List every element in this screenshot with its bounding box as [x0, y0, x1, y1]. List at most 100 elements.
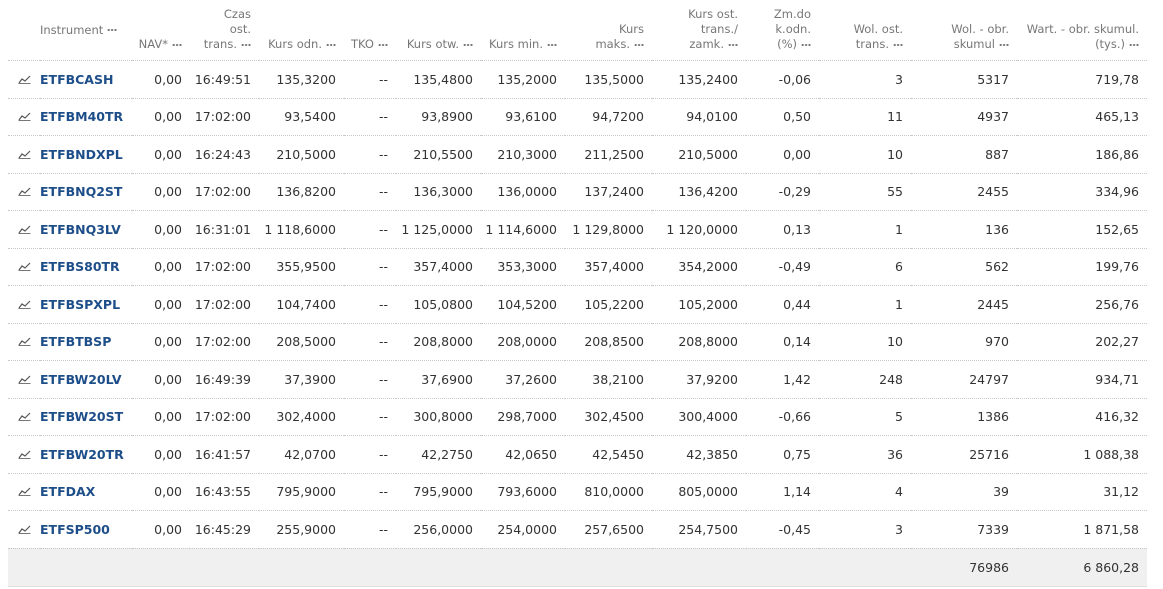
menu-dots[interactable] — [241, 42, 251, 47]
cell: 334,96 — [1017, 173, 1147, 211]
menu-dots[interactable] — [999, 42, 1009, 47]
data-row: ETFBW20ST 0,00 17:02:00 302,4000 -- 300,8000 2… — [8, 398, 1147, 436]
cell: 795,9000 — [259, 473, 344, 511]
data-row: ETFDAX 0,00 16:43:55 795,9000 -- 795,9000 793,… — [8, 473, 1147, 511]
cell: 355,9500 — [259, 248, 344, 286]
column-header[interactable]: Kurs min. — [481, 0, 565, 61]
column-header[interactable]: Kurs ost. trans./ zamk. — [652, 0, 746, 61]
menu-dots[interactable] — [463, 42, 473, 47]
cell: 42,2750 — [396, 435, 481, 474]
cell: 105,2200 — [565, 285, 652, 324]
cell: 255,9000 — [259, 510, 344, 549]
column-header[interactable]: Kurs odn. — [259, 0, 344, 61]
menu-dots[interactable] — [547, 42, 557, 47]
instrument-link[interactable]: ETFBCASH — [40, 60, 132, 99]
instrument-link[interactable]: ETFBM40TR — [40, 98, 132, 136]
icon-cell — [8, 285, 40, 324]
cell: -- — [344, 210, 396, 249]
chart-icon[interactable] — [18, 524, 31, 534]
chart-icon[interactable] — [18, 111, 31, 122]
menu-dots[interactable] — [326, 42, 336, 47]
menu-dots[interactable] — [893, 42, 903, 47]
cell: 0,00 — [132, 435, 190, 474]
header-label: Kurs min. — [489, 37, 543, 51]
instrument-link[interactable]: ETFDAX — [40, 473, 132, 511]
footer-row: 76986 6 860,28 — [8, 548, 1147, 587]
cell: 5 — [819, 398, 911, 436]
chart-icon[interactable] — [18, 224, 31, 234]
cell: 104,7400 — [259, 285, 344, 324]
icon-cell — [8, 323, 40, 361]
cell: 17:02:00 — [190, 248, 259, 286]
cell: 17:02:00 — [190, 398, 259, 436]
instrument-link[interactable]: ETFBTBSP — [40, 323, 132, 361]
column-header[interactable]: Instrument — [40, 0, 132, 61]
instrument-link[interactable]: ETFBS80TR — [40, 248, 132, 286]
instrument-link[interactable]: ETFBW20ST — [40, 398, 132, 436]
cell: 0,44 — [746, 285, 819, 324]
instrument-link[interactable]: ETFBW20LV — [40, 360, 132, 399]
cell: 0,50 — [746, 98, 819, 136]
cell: -- — [344, 473, 396, 511]
cell: 136,8200 — [259, 173, 344, 211]
column-header[interactable]: Kurs otw. — [396, 0, 481, 61]
column-header[interactable]: Wol. - obr. skumul — [911, 0, 1017, 61]
menu-dots[interactable] — [172, 42, 182, 47]
chart-icon[interactable] — [18, 186, 31, 197]
cell: 16:41:57 — [190, 435, 259, 474]
chart-icon[interactable] — [18, 149, 31, 159]
menu-dots[interactable] — [1129, 42, 1139, 47]
cell: 353,3000 — [481, 248, 565, 286]
chart-icon[interactable] — [18, 299, 31, 309]
cell: 795,9000 — [396, 473, 481, 511]
menu-dots[interactable] — [107, 28, 118, 32]
column-header[interactable]: Wol. ost. trans. — [819, 0, 911, 61]
cell: 37,9200 — [652, 360, 746, 399]
data-row: ETFBNDXPL 0,00 16:24:43 210,5000 -- 210,5500 2… — [8, 135, 1147, 174]
cell: 42,3850 — [652, 435, 746, 474]
cell: 0,00 — [746, 135, 819, 174]
column-header[interactable]: Wart. - obr. skumul. (tys.) — [1017, 0, 1147, 61]
chart-icon[interactable] — [18, 486, 31, 497]
chart-icon[interactable] — [18, 411, 31, 422]
chart-icon[interactable] — [18, 74, 31, 84]
column-header[interactable]: NAV* — [132, 0, 190, 61]
column-header[interactable]: Zm.do k.odn. (%) — [746, 0, 819, 61]
header-label: Kurs odn. — [268, 37, 322, 51]
instrument-link[interactable]: ETFBW20TR — [40, 435, 132, 474]
chart-icon[interactable] — [18, 261, 31, 272]
cell: 248 — [819, 360, 911, 399]
chart-icon[interactable] — [18, 449, 31, 459]
data-row: ETFSP500 0,00 16:45:29 255,9000 -- 256,0000 25… — [8, 510, 1147, 549]
menu-dots[interactable] — [378, 42, 388, 47]
instrument-link[interactable]: ETFBNQ2ST — [40, 173, 132, 211]
cell: 934,71 — [1017, 360, 1147, 399]
header-label: Wol. - obr. skumul — [951, 22, 1009, 51]
cell: 0,00 — [132, 248, 190, 286]
cell: 202,27 — [1017, 323, 1147, 361]
instrument-link[interactable]: ETFSP500 — [40, 510, 132, 549]
icon-cell — [8, 360, 40, 399]
instrument-link[interactable]: ETFBSPXPL — [40, 285, 132, 324]
cell: 93,6100 — [481, 98, 565, 136]
cell: 31,12 — [1017, 473, 1147, 511]
cell: -- — [344, 323, 396, 361]
column-header[interactable]: Czas ost. trans. — [190, 0, 259, 61]
menu-dots[interactable] — [728, 42, 738, 47]
cell: 887 — [911, 135, 1017, 174]
cell: 5317 — [911, 60, 1017, 99]
instrument-link[interactable]: ETFBNQ3LV — [40, 210, 132, 249]
menu-dots[interactable] — [801, 42, 811, 47]
cell: 0,00 — [132, 398, 190, 436]
cell: -- — [344, 135, 396, 174]
table-wrap: Instrument NAV* Czas ost. trans. Kurs odn. T… — [8, 0, 1147, 587]
instrument-link[interactable]: ETFBNDXPL — [40, 135, 132, 174]
cell: 210,5000 — [259, 135, 344, 174]
menu-dots[interactable] — [634, 42, 644, 47]
cell: 4937 — [911, 98, 1017, 136]
chart-icon[interactable] — [18, 336, 31, 347]
column-header[interactable]: Kurs maks. — [565, 0, 652, 61]
chart-icon[interactable] — [18, 374, 31, 384]
column-header[interactable]: TKO — [344, 0, 396, 61]
